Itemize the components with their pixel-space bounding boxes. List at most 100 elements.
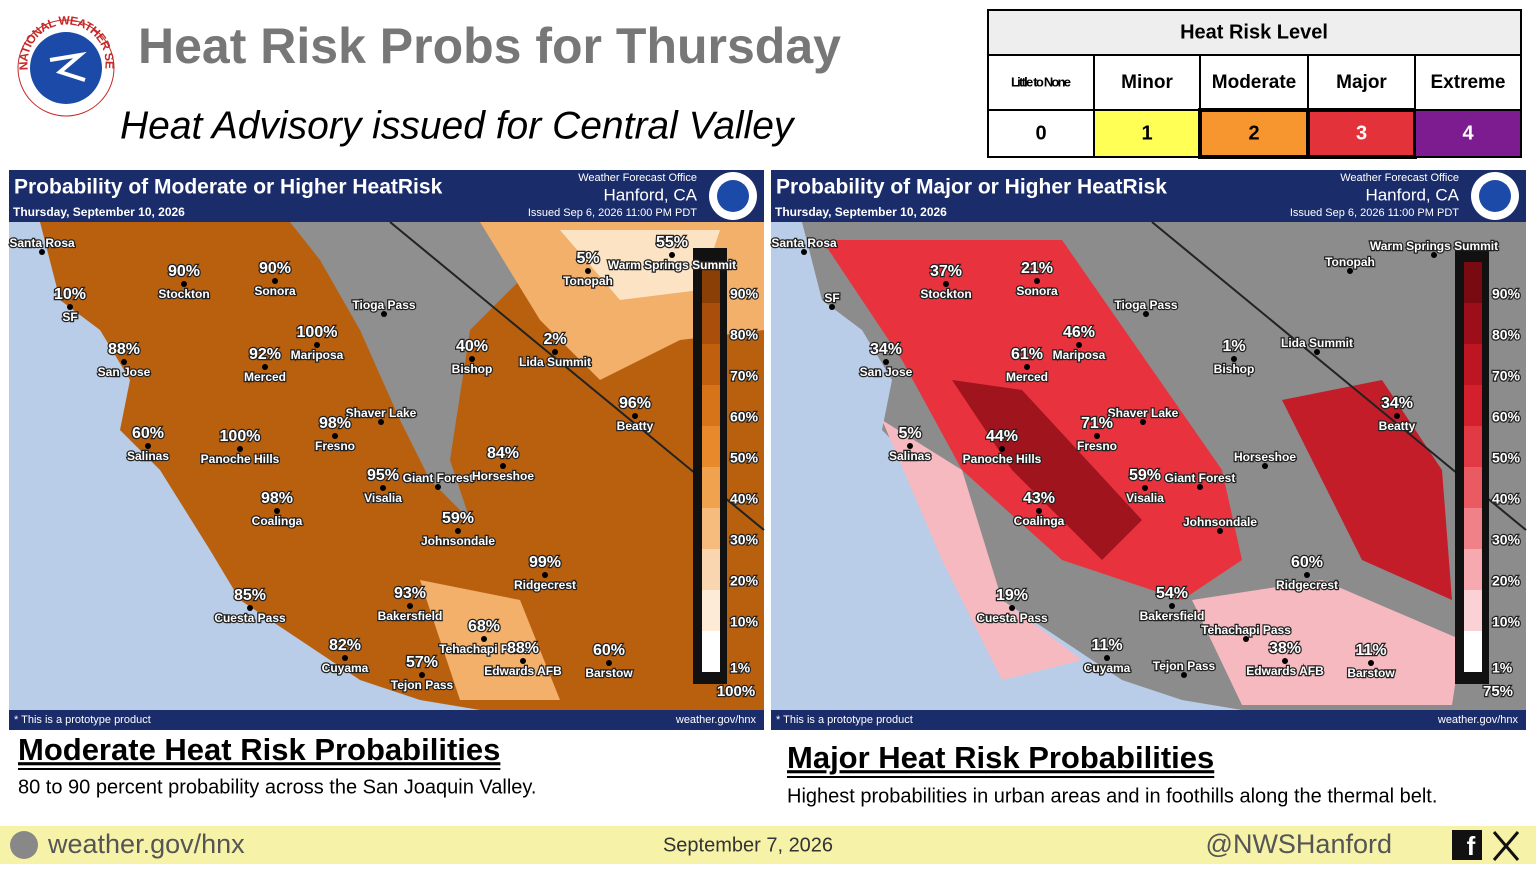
location-name: Tejon Pass — [391, 678, 454, 692]
location-name: Tehachapi Pass — [1201, 623, 1291, 637]
legend-label: 90% — [1492, 286, 1521, 302]
level-name-cell — [1414, 54, 1522, 111]
location-name: Giant Forest — [1165, 471, 1236, 485]
legend-label: 20% — [730, 573, 759, 589]
location-dot — [435, 484, 441, 490]
legend-label: 1% — [1492, 660, 1513, 676]
location-dot — [1314, 349, 1320, 355]
level-name-cell — [1307, 54, 1416, 111]
location-name: Horseshoe — [472, 469, 534, 483]
location-dot — [552, 349, 558, 355]
location-dot — [606, 660, 612, 666]
legend-label: 20% — [1492, 573, 1521, 589]
map-logo-inner — [1479, 180, 1511, 212]
location-dot — [1024, 364, 1030, 370]
location-name: Edwards AFB — [1246, 664, 1324, 678]
location-pct: 68% — [468, 618, 500, 635]
location-dot — [1034, 278, 1040, 284]
location-pct: 46% — [1063, 324, 1095, 341]
location-pct: 85% — [234, 587, 266, 604]
location-dot — [1143, 311, 1149, 317]
location-dot — [121, 359, 127, 365]
footer-bar — [0, 826, 1536, 864]
map-title: Probability of Major or Higher HeatRisk — [776, 176, 1167, 199]
facebook-icon[interactable] — [1452, 830, 1482, 860]
location-name: Bakersfield — [1140, 609, 1205, 623]
legend-swatch — [702, 549, 720, 590]
location-dot — [342, 655, 348, 661]
location-pct: 88% — [507, 640, 539, 657]
legend-label: 50% — [1492, 450, 1521, 466]
location-dot — [262, 364, 268, 370]
location-pct: 2% — [543, 331, 566, 348]
location-pct: 21% — [1021, 260, 1053, 277]
location-dot — [247, 605, 253, 611]
location-dot — [407, 603, 413, 609]
issued: Issued Sep 6, 2026 11:00 PM PDT — [528, 207, 697, 219]
location-name: Ridgecrest — [1276, 578, 1338, 592]
location-name: Tioga Pass — [352, 298, 415, 312]
caption-heading: Major Heat Risk Probabilities — [787, 740, 1214, 775]
pale-area — [560, 230, 720, 300]
location-name: Tehachapi Pass — [439, 642, 529, 656]
legend-swatch — [702, 344, 720, 385]
location-name: Bakersfield — [378, 609, 443, 623]
map-url: weather.gov/hnx — [675, 714, 757, 726]
location-name: SF — [824, 291, 839, 305]
location-pct: 60% — [593, 642, 625, 659]
location-dot — [1076, 342, 1082, 348]
dark-area — [952, 380, 1142, 560]
location-name: Tioga Pass — [1114, 298, 1177, 312]
location-pct: 100% — [297, 324, 338, 341]
location-dot — [1104, 655, 1110, 661]
legend-swatch — [702, 590, 720, 631]
location-dot — [39, 249, 45, 255]
location-pct: 59% — [1129, 467, 1161, 484]
legend-label: 30% — [730, 532, 759, 548]
location-dot — [1347, 268, 1353, 274]
location-name: Cuyama — [322, 661, 369, 675]
location-pct: 1% — [1222, 338, 1245, 355]
location-pct: 5% — [898, 425, 921, 442]
x-icon[interactable] — [1492, 831, 1520, 861]
location-name: San Jose — [98, 365, 151, 379]
map-date: Thursday, September 10, 2026 — [775, 205, 947, 219]
footer-logo — [10, 831, 38, 859]
location-dot — [883, 359, 889, 365]
location-name: Tonopah — [1325, 255, 1375, 269]
map-logo-inner — [717, 180, 749, 212]
location-dot — [272, 278, 278, 284]
level-color-cell — [1414, 109, 1522, 158]
map-panel: Probability of Major or Higher HeatRisk T… — [770, 170, 1527, 730]
location-name: Bishop — [1214, 362, 1255, 376]
location-name: Panoche Hills — [963, 452, 1042, 466]
location-pct: 38% — [1269, 640, 1301, 657]
level-name: Extreme — [1431, 72, 1506, 93]
location-pct: 55% — [656, 234, 688, 251]
location-dot — [381, 311, 387, 317]
location-pct: 43% — [1023, 490, 1055, 507]
location-name: Shaver Lake — [1108, 406, 1179, 420]
location-dot — [1094, 433, 1100, 439]
location-name: Beatty — [1379, 419, 1416, 433]
footer-date: September 7, 2026 — [663, 834, 833, 856]
location-dot — [1262, 463, 1268, 469]
location-name: Merced — [244, 370, 286, 384]
location-name: Lida Summit — [1281, 336, 1353, 350]
location-name: Salinas — [889, 449, 931, 463]
location-pct: 98% — [261, 490, 293, 507]
level-value: 3 — [1356, 122, 1367, 144]
location-dot — [1217, 528, 1223, 534]
location-pct: 90% — [168, 263, 200, 280]
location-dot — [1282, 658, 1288, 664]
location-name: Mariposa — [1053, 348, 1106, 362]
location-name: Stockton — [158, 287, 209, 301]
office: Weather Forecast Office — [578, 172, 697, 184]
map-footer — [771, 710, 1526, 730]
legend-swatch — [1464, 303, 1482, 344]
legend-label: 70% — [1492, 368, 1521, 384]
legend-swatch — [1464, 631, 1482, 672]
legend-label: 50% — [730, 450, 759, 466]
maps: Probability of Moderate or Higher HeatRi… — [8, 170, 1527, 730]
